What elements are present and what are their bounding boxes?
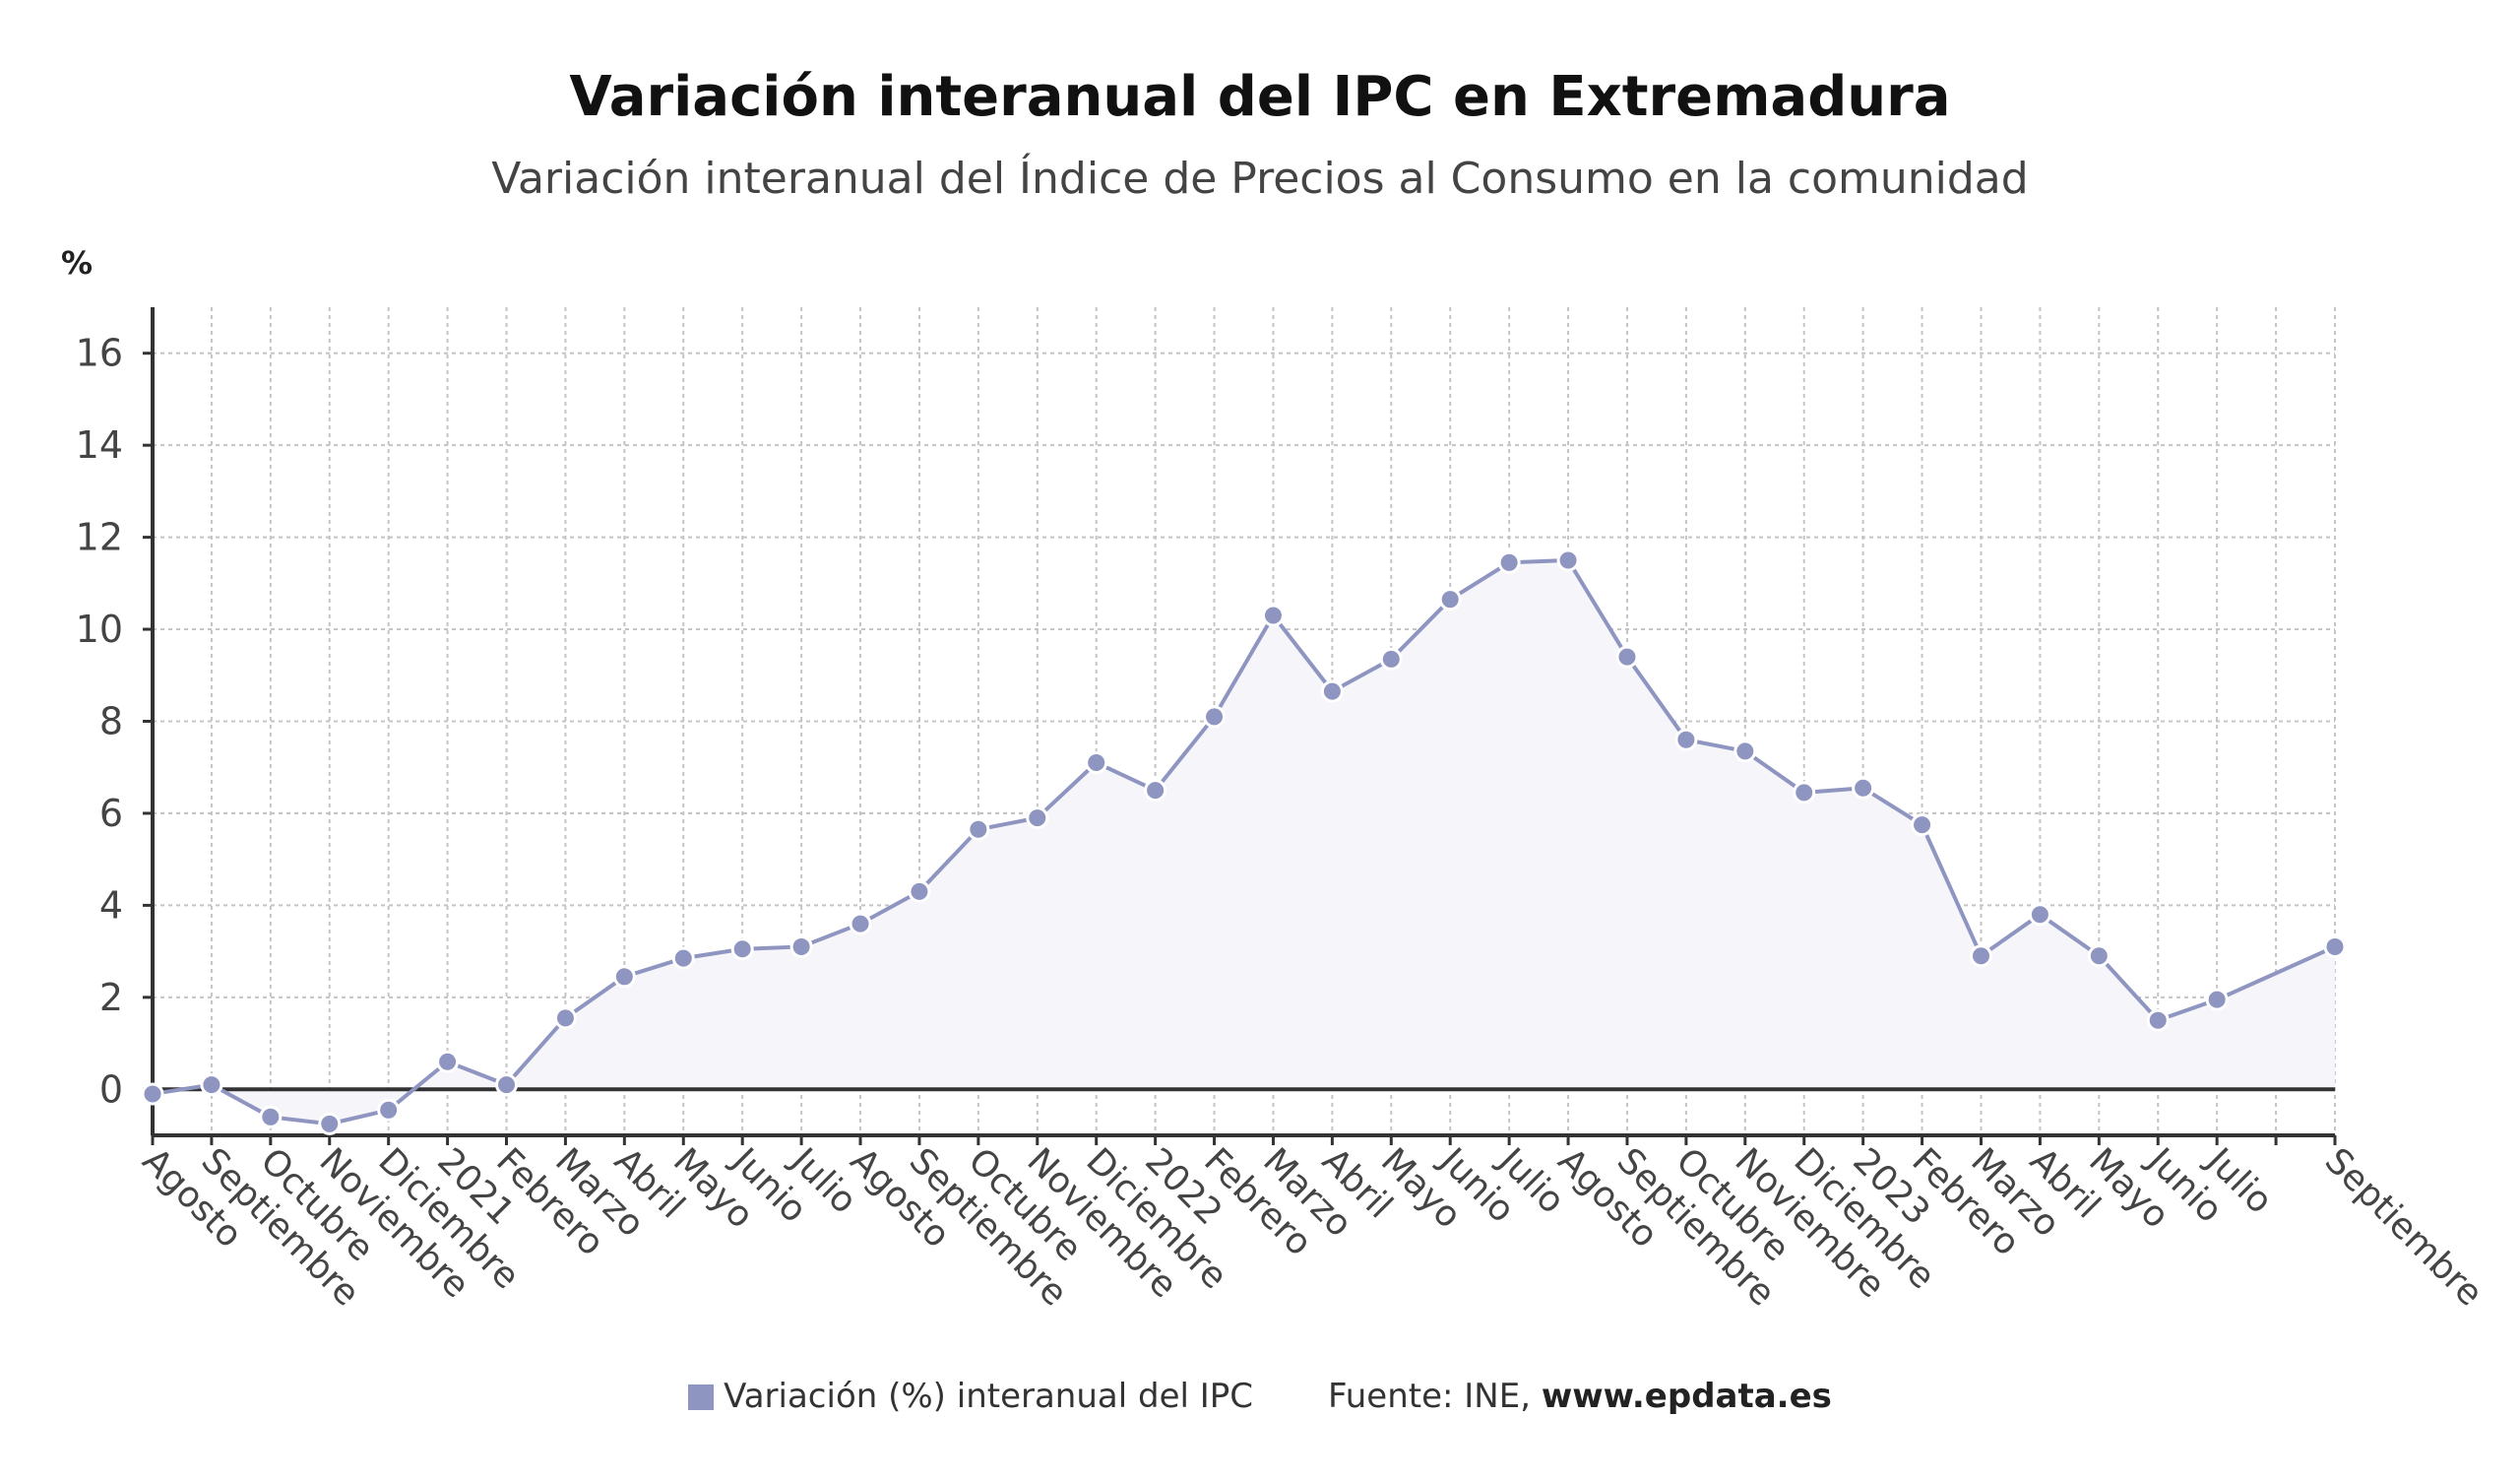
x-tick-labels: AgostoSeptiembreOctubreNoviembreDiciembr… [135,1139,2490,1315]
series-area-fill [153,559,2335,1125]
data-point [1615,645,1639,669]
data-point [2087,944,2110,968]
data-points [141,548,2347,1135]
data-point [1911,813,1934,837]
data-point [1438,588,1462,611]
x-tick-label: Septiembre [2317,1140,2490,1314]
data-point [553,1006,577,1030]
data-point [849,912,872,935]
data-point [2028,903,2051,927]
y-tick-label: 8 [99,700,123,743]
data-point [1733,740,1757,763]
legend-swatch [688,1384,715,1410]
data-point [1026,806,1049,830]
legend: Variación (%) interanual del IPC Fuente: … [0,1377,2520,1416]
data-point [2146,1008,2170,1032]
y-tick-label: 12 [76,516,123,559]
y-tick-label: 14 [76,423,123,467]
data-point [2205,988,2229,1011]
data-point [908,879,931,903]
source-label: Fuente: INE, [1328,1377,1532,1416]
data-point [1969,944,1992,968]
data-point [671,946,695,970]
data-point [2323,934,2347,958]
data-point [612,965,636,989]
data-point [730,937,754,961]
source-site: www.epdata.es [1541,1377,1832,1416]
data-point [318,1112,342,1135]
data-point [1085,751,1108,775]
data-point [967,817,990,841]
data-point [1556,548,1580,572]
y-tick-label: 4 [99,883,123,927]
legend-series-label: Variación (%) interanual del IPC [724,1377,1254,1416]
data-point [1793,781,1816,804]
chart-title: Variación interanual del IPC en Extremad… [569,65,1951,129]
axes [143,307,2337,1145]
y-tick-label: 6 [99,792,123,835]
data-point [377,1098,401,1122]
y-tick-label: 10 [76,608,123,651]
data-point [1852,776,1875,800]
data-point [1497,550,1521,574]
data-point [200,1073,223,1097]
data-point [436,1050,460,1073]
data-point [1144,779,1167,803]
y-tick-label: 2 [99,976,123,1019]
data-point [1674,728,1698,751]
data-point [1320,679,1344,703]
y-tick-label: 0 [99,1067,123,1111]
data-point [1261,604,1285,627]
data-point [1379,647,1403,671]
data-point [259,1105,283,1128]
data-point [141,1082,164,1106]
y-axis-unit: % [61,244,94,282]
data-point [495,1073,519,1097]
y-tick-label: 16 [76,332,123,375]
data-point [789,934,813,958]
y-tick-labels: 0 2 4 6 8 10 12 14 16 [76,332,123,1112]
data-point [1203,705,1227,729]
chart-subtitle: Variación interanual del Índice de Preci… [491,154,2029,204]
